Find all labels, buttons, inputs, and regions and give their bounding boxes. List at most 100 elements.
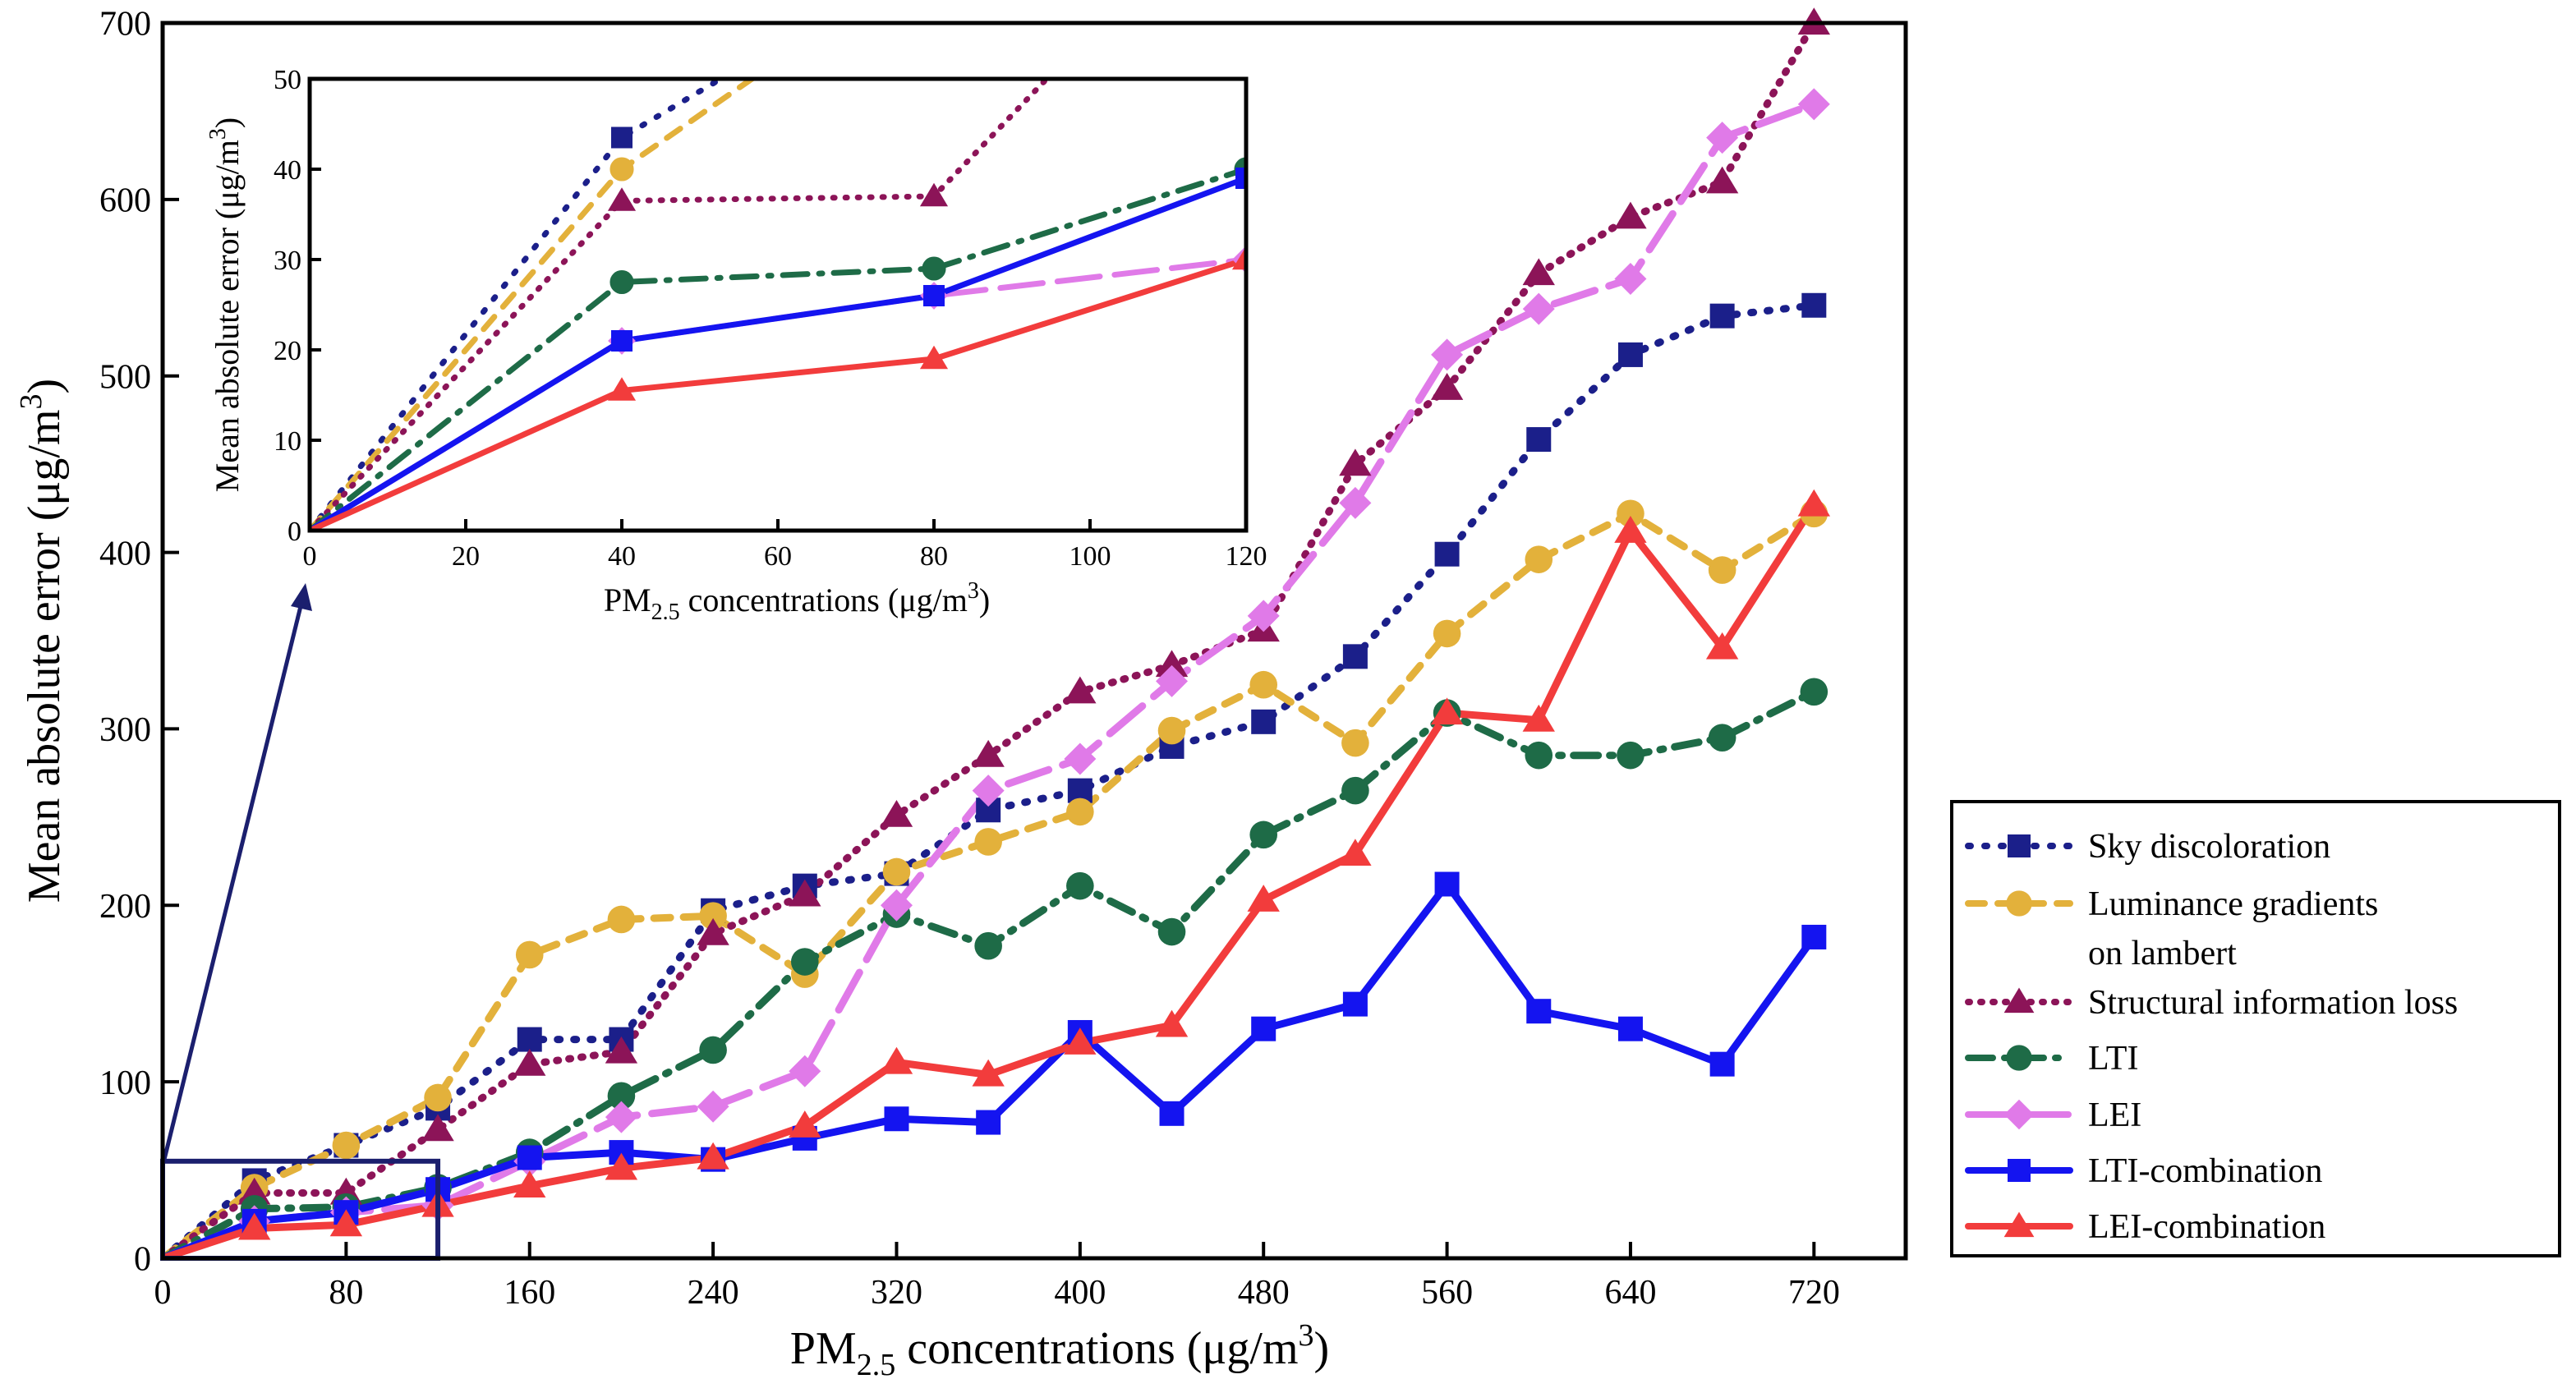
main-xlabel-mid: concentrations (μg/m xyxy=(895,1323,1298,1374)
main-y-tick-label: 100 xyxy=(99,1064,151,1102)
main-data-point-ltic xyxy=(1342,991,1368,1017)
inset-ylabel-sup: 3 xyxy=(205,128,231,140)
main-data-point-sky xyxy=(1251,709,1276,734)
inset-ylabel-prefix: Mean absolute error (μg/m xyxy=(209,140,246,492)
main-data-point-lti xyxy=(699,1036,727,1064)
main-data-point-sky xyxy=(1434,541,1460,567)
main-data-point-sky xyxy=(1709,303,1735,329)
main-data-point-lei xyxy=(1706,122,1739,154)
main-data-point-sil xyxy=(1339,448,1372,476)
legend-marker-leic xyxy=(2003,1211,2035,1238)
main-data-point-lum xyxy=(882,857,911,886)
main-data-point-sky xyxy=(1526,427,1552,453)
main-data-point-leic xyxy=(789,1110,821,1138)
inset-xlabel-sup: 3 xyxy=(968,578,979,604)
main-y-tick-label: 300 xyxy=(99,711,151,749)
inset-data-point-ltic xyxy=(1235,168,1246,189)
main-data-point-lei xyxy=(605,1101,637,1133)
main-data-point-ltic xyxy=(1251,1016,1276,1041)
main-data-point-leic xyxy=(1797,489,1831,517)
main-data-point-leic xyxy=(513,1170,546,1197)
main-data-point-leic xyxy=(605,1152,638,1180)
inset-x-tick-label: 20 xyxy=(452,541,480,572)
inset-data-point-ltic xyxy=(923,285,945,306)
inset-x-tick-label: 60 xyxy=(764,541,792,572)
main-data-point-sky xyxy=(517,1027,542,1052)
main-xlabel-suffix: ) xyxy=(1314,1323,1330,1374)
main-ylabel-suffix: ) xyxy=(19,379,70,394)
main-data-point-sky xyxy=(1617,342,1643,367)
inset-xlabel-sub: 2.5 xyxy=(651,600,680,625)
main-y-tick-label: 500 xyxy=(99,358,151,396)
main-data-point-lum xyxy=(1525,545,1553,573)
inset-y-tick-label: 0 xyxy=(288,517,301,547)
main-data-point-sil xyxy=(972,739,1005,767)
main-x-tick-label: 400 xyxy=(1054,1274,1106,1312)
inset-xlabel-mid: concentrations (μg/m xyxy=(680,581,968,618)
main-ylabel-prefix: Mean absolute error (μg/m xyxy=(19,409,70,903)
main-data-point-lei xyxy=(972,775,1005,807)
main-x-tick-label: 0 xyxy=(154,1274,172,1312)
main-data-point-lum xyxy=(1433,619,1461,648)
inset-x-tick-label: 80 xyxy=(920,541,948,572)
main-plot-frame xyxy=(160,21,1908,1261)
main-ylabel-sup: 3 xyxy=(14,393,48,409)
main-data-point-leic xyxy=(880,1046,913,1074)
main-data-point-lum xyxy=(699,902,727,930)
main-data-point-lum xyxy=(424,1083,452,1112)
main-x-tick-label: 480 xyxy=(1238,1274,1290,1312)
main-data-point-lei xyxy=(1614,263,1647,296)
inset-data-point-leic xyxy=(919,345,949,370)
main-data-point-leic xyxy=(329,1209,363,1237)
inset-x-tick-label: 120 xyxy=(1226,541,1267,572)
main-y-axis-label: Mean absolute error (μg/m3) xyxy=(14,379,70,903)
main-data-point-lei xyxy=(1339,486,1372,519)
zoom-arrow-line xyxy=(162,595,306,1161)
main-data-point-lti xyxy=(1249,821,1278,849)
main-data-point-ltic xyxy=(1434,871,1460,897)
main-data-point-lei xyxy=(1247,600,1280,632)
main-data-point-ltic xyxy=(884,1106,909,1132)
main-data-point-sil xyxy=(1064,676,1097,704)
inset-data-point-sky xyxy=(611,126,632,149)
main-data-point-lti xyxy=(790,948,819,976)
main-y-tick-label: 200 xyxy=(99,888,151,926)
main-data-point-lei xyxy=(697,1090,729,1123)
inset-x-tick-label: 100 xyxy=(1070,541,1111,572)
main-data-point-sky xyxy=(1801,292,1827,318)
main-x-axis-ticks: 0 80 160 240 320 400 480 560 640 720 xyxy=(154,1242,1840,1312)
inset-x-tick-label: 0 xyxy=(303,541,317,572)
inset-data-point-ltic xyxy=(611,330,632,352)
inset-y-axis-label: Mean absolute error (μg/m3) xyxy=(205,117,246,492)
inset-data-point-sil xyxy=(919,182,949,207)
inset-x-tick-label: 40 xyxy=(608,541,636,572)
main-data-point-ltic xyxy=(1526,999,1552,1024)
legend-label-lti: LTI xyxy=(2088,1040,2138,1078)
main-data-point-sil xyxy=(1614,201,1647,229)
main-x-tick-label: 160 xyxy=(504,1274,555,1312)
main-plot: 0 80 160 240 320 400 480 560 640 720 010020030040… xyxy=(14,6,1908,1379)
main-data-point-ltic xyxy=(1617,1016,1643,1041)
main-data-point-sil xyxy=(697,917,729,945)
main-data-point-lti xyxy=(1708,724,1736,752)
inset-data-point-lti xyxy=(922,256,946,281)
main-data-point-lti xyxy=(1066,871,1094,900)
legend-label-lum: Luminance gradients xyxy=(2088,885,2378,923)
inset-y-tick-label: 40 xyxy=(274,155,301,186)
legend-label-lei: LEI xyxy=(2088,1096,2141,1134)
main-data-point-lti xyxy=(607,1082,636,1110)
inset-y-axis-ticks: 0 10 20 30 40 50 xyxy=(274,65,321,547)
inset-data-point-leic xyxy=(1231,246,1246,270)
inset-series-line-leic xyxy=(310,256,1246,531)
main-y-tick-label: 0 xyxy=(134,1241,151,1279)
main-xlabel-prefix: PM xyxy=(790,1323,857,1374)
main-data-point-ltic xyxy=(1801,924,1827,949)
main-data-point-sil xyxy=(1155,650,1189,678)
main-y-tick-label: 700 xyxy=(99,6,151,44)
main-data-point-lei xyxy=(880,889,913,922)
main-data-point-lei xyxy=(1156,664,1189,697)
inset-ylabel-suffix: ) xyxy=(209,117,246,128)
legend-label-lum: on lambert xyxy=(2088,935,2237,972)
main-data-point-lei xyxy=(1522,292,1555,325)
legend-label-sky: Sky discoloration xyxy=(2088,828,2330,866)
